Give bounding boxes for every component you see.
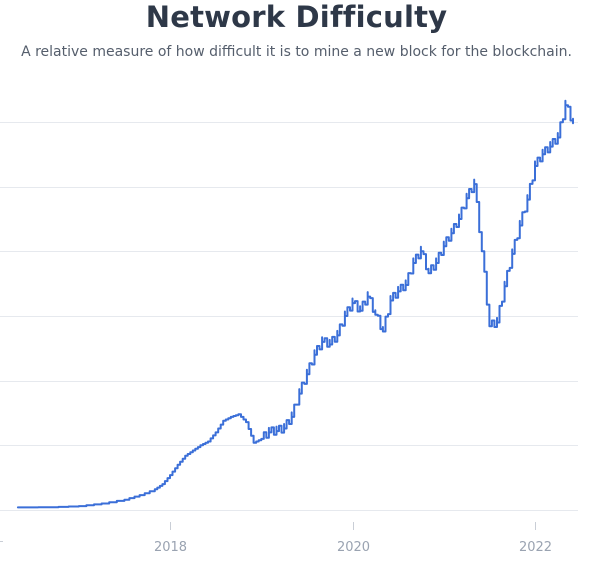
series-line-0 [16,99,574,509]
chart-title: Network Difficulty [145,0,448,34]
x-axis: 2018 2020 2022 [0,522,552,555]
grid-lines [0,122,578,511]
x-tick-label: 2020 [337,540,370,555]
x-tick-label: 2018 [154,540,187,555]
chart-subtitle: A relative measure of how difficult it i… [21,44,572,60]
x-tick-label: 2022 [519,540,552,555]
plot-area [16,99,574,509]
